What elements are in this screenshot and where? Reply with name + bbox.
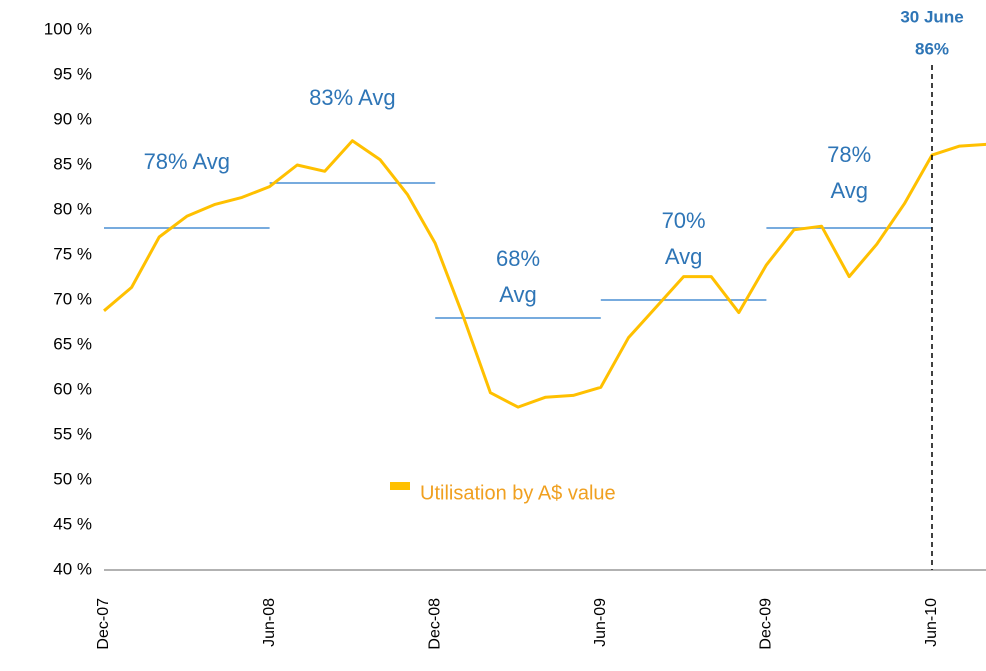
y-tick-label: 90 % — [53, 109, 92, 128]
y-tick-label: 60 % — [53, 379, 92, 398]
x-tick-label: Jun-08 — [261, 598, 278, 647]
legend-label: Utilisation by A$ value — [420, 482, 616, 504]
y-tick-label: 40 % — [53, 559, 92, 578]
average-label: Avg — [665, 244, 703, 269]
y-tick-label: 45 % — [53, 514, 92, 533]
y-tick-label: 50 % — [53, 469, 92, 488]
x-tick-label: Dec-07 — [95, 598, 112, 650]
average-label: Avg — [499, 282, 537, 307]
y-tick-label: 75 % — [53, 244, 92, 263]
average-label: 68% — [496, 246, 540, 271]
y-tick-label: 80 % — [53, 199, 92, 218]
x-tick-label: Dec-09 — [758, 598, 775, 650]
average-label: 78% — [827, 142, 871, 167]
average-label: Avg — [830, 178, 868, 203]
y-tick-label: 100 % — [44, 19, 92, 38]
average-label: 78% Avg — [144, 149, 230, 174]
legend-swatch — [390, 482, 410, 490]
x-tick-label: Dec-08 — [426, 598, 443, 650]
y-tick-label: 70 % — [53, 289, 92, 308]
annotation-label: 86% — [915, 39, 949, 58]
y-tick-label: 85 % — [53, 154, 92, 173]
series-line — [103, 139, 986, 409]
y-tick-label: 95 % — [53, 64, 92, 83]
x-tick-label: Jun-09 — [592, 598, 609, 647]
average-label: 83% Avg — [309, 85, 395, 110]
annotation-label: 30 June — [900, 7, 963, 26]
average-label: 70% — [662, 208, 706, 233]
x-tick-label: Jun-10 — [923, 598, 940, 647]
y-tick-label: 65 % — [53, 334, 92, 353]
y-tick-label: 55 % — [53, 424, 92, 443]
